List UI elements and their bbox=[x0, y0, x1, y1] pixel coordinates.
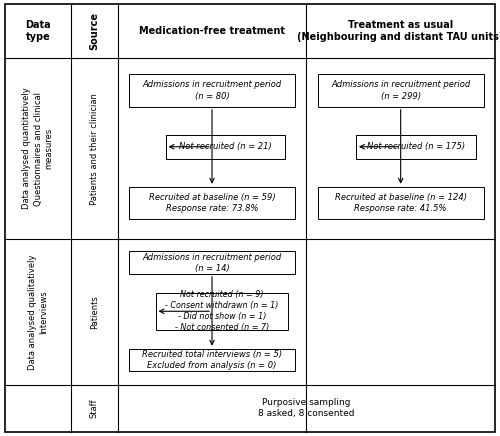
FancyBboxPatch shape bbox=[356, 135, 476, 159]
FancyBboxPatch shape bbox=[156, 293, 288, 330]
Text: Data analysed qualitatively
Interviews: Data analysed qualitatively Interviews bbox=[28, 254, 48, 370]
Text: Patients and their clinician: Patients and their clinician bbox=[90, 92, 99, 204]
Text: Patients: Patients bbox=[90, 295, 99, 329]
FancyBboxPatch shape bbox=[129, 187, 295, 219]
Text: Treatment as usual
(Neighbouring and distant TAU units): Treatment as usual (Neighbouring and dis… bbox=[298, 20, 500, 42]
FancyBboxPatch shape bbox=[129, 349, 295, 371]
Text: Recruited at baseline (n = 59)
Response rate: 73.8%: Recruited at baseline (n = 59) Response … bbox=[148, 193, 276, 213]
Text: Admissions in recruitment period
(n = 14): Admissions in recruitment period (n = 14… bbox=[142, 252, 282, 272]
Text: Admissions in recruitment period
(n = 299): Admissions in recruitment period (n = 29… bbox=[331, 80, 470, 101]
FancyBboxPatch shape bbox=[318, 74, 484, 107]
FancyBboxPatch shape bbox=[318, 187, 484, 219]
FancyBboxPatch shape bbox=[129, 251, 295, 274]
Text: Not recruited (n = 21): Not recruited (n = 21) bbox=[179, 142, 272, 151]
Text: Source: Source bbox=[90, 12, 100, 50]
FancyBboxPatch shape bbox=[129, 74, 295, 107]
FancyBboxPatch shape bbox=[166, 135, 285, 159]
Text: Medication-free treatment: Medication-free treatment bbox=[139, 26, 285, 36]
Text: Staff: Staff bbox=[90, 399, 99, 418]
Text: Data analysed quantitatively
Questionnaires and clinical
measures: Data analysed quantitatively Questionnai… bbox=[22, 88, 54, 209]
Text: Recruited at baseline (n = 124)
Response rate: 41.5%: Recruited at baseline (n = 124) Response… bbox=[334, 193, 466, 213]
Text: Purposive sampling
8 asked, 8 consented: Purposive sampling 8 asked, 8 consented bbox=[258, 398, 354, 418]
Text: Not recruited (n = 9)
- Consent withdrawn (n = 1)
- Did not show (n = 1)
- Not c: Not recruited (n = 9) - Consent withdraw… bbox=[166, 290, 278, 332]
Text: Not recruited (n = 175): Not recruited (n = 175) bbox=[366, 142, 465, 151]
Text: Data
type: Data type bbox=[26, 20, 51, 42]
Text: Recruited total interviews (n = 5)
Excluded from analysis (n = 0): Recruited total interviews (n = 5) Exclu… bbox=[142, 350, 282, 370]
Text: Admissions in recruitment period
(n = 80): Admissions in recruitment period (n = 80… bbox=[142, 80, 282, 101]
